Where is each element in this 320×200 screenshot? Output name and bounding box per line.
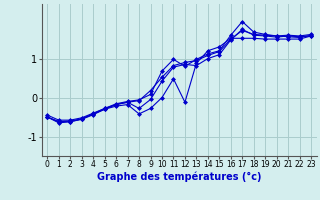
X-axis label: Graphe des températures (°c): Graphe des températures (°c): [97, 172, 261, 182]
